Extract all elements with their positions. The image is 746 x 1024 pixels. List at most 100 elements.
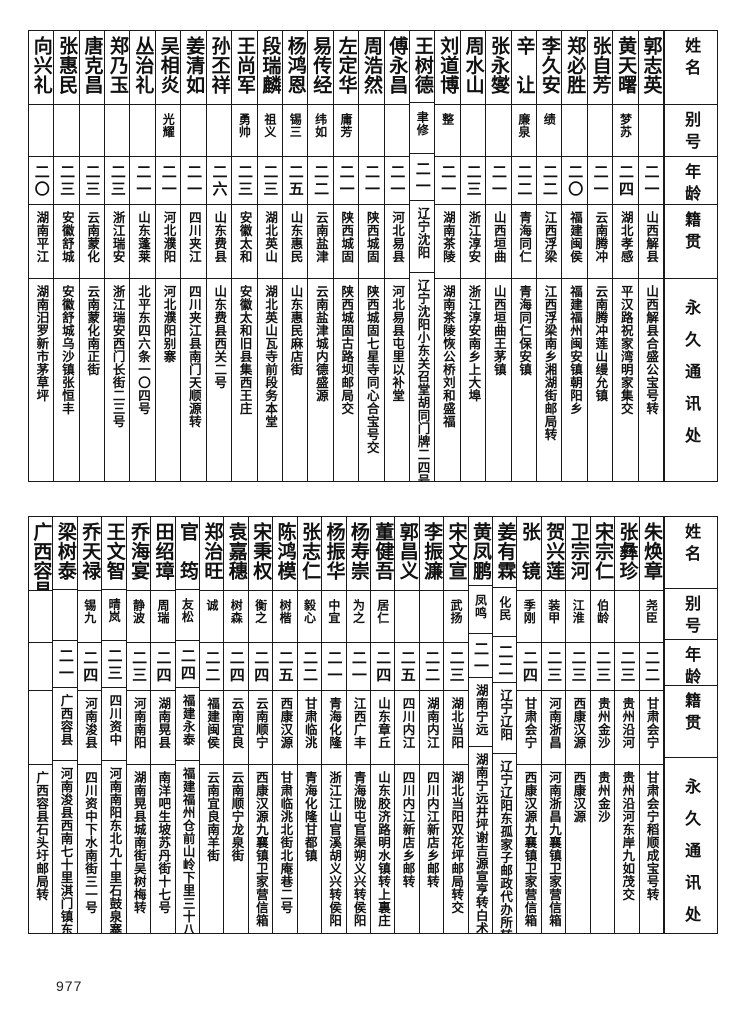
person-alias-cell: 梦苏 bbox=[613, 105, 638, 157]
person-name-cell: 张志仁 bbox=[297, 517, 322, 591]
person-native-place-cell: 西康汉源 bbox=[566, 691, 590, 765]
person-address-cell: 北平东四六条一〇四号 bbox=[130, 279, 154, 481]
person-address-cell: 西康汉源 bbox=[566, 765, 589, 933]
person-alias-cell: 季刚 bbox=[517, 591, 541, 643]
person-age-cell: 二一 bbox=[409, 154, 435, 201]
person-entry-column: 王尚军 勇帅 二三 安徽太和 安徽太和旧县集西王庄 bbox=[231, 31, 257, 481]
person-name-cell: 田绍璋 bbox=[151, 517, 175, 591]
person-address-cell: 甘肃临洮北街北庵巷二号 bbox=[273, 765, 296, 933]
person-native-place-cell: 青海化隆 bbox=[322, 691, 346, 765]
person-native-place: 湖南晃县 bbox=[156, 697, 172, 749]
person-address: 四川夹江县南门天顺源转 bbox=[186, 285, 202, 428]
person-alias: 装甲 bbox=[546, 599, 561, 624]
person-name-cell: 孙丕祥 bbox=[206, 31, 232, 105]
person-native-place-cell bbox=[29, 691, 53, 765]
person-name-cell: 刘道博 bbox=[435, 31, 460, 105]
person-address-cell: 陕西城固古路坝邮局交 bbox=[334, 279, 358, 481]
person-name: 王树德 bbox=[411, 36, 434, 95]
person-native-place-cell: 河南浙昌 bbox=[541, 691, 566, 765]
person-native-place-cell: 西康汉源 bbox=[273, 691, 297, 765]
person-age: 二二 bbox=[540, 164, 559, 198]
person-age: 二六 bbox=[210, 164, 229, 198]
person-age-cell: 二一 bbox=[333, 157, 359, 205]
person-native-place-cell: 河南南阳 bbox=[126, 691, 151, 765]
person-name: 孙丕祥 bbox=[208, 36, 231, 95]
person-name-cell: 张永燮 bbox=[486, 31, 511, 105]
row-header-native-place: 籍贯 bbox=[665, 205, 717, 279]
person-native-place: 山东费县 bbox=[212, 211, 228, 263]
person-alias-cell: 庸芳 bbox=[333, 105, 359, 157]
person-name: 李振濂 bbox=[421, 522, 444, 581]
person-native-place: 河北濮阳 bbox=[161, 211, 177, 263]
person-name: 官 筠 bbox=[176, 522, 199, 581]
person-age: 二一 bbox=[413, 160, 432, 195]
person-age-cell: 二四 bbox=[248, 643, 273, 691]
person-entry-column: 杨寿崇 为之 二一 江西广丰 青海陇屯官渠朔义兴转侯阳 bbox=[345, 517, 370, 933]
person-age: 二〇 bbox=[566, 164, 585, 198]
person-name: 丛治礼 bbox=[132, 36, 155, 95]
person-age-cell: 二三 bbox=[54, 157, 79, 205]
person-age-cell: 二一 bbox=[638, 157, 663, 205]
person-address-cell: 河南南阳东北九十里石鼓泉寨 bbox=[102, 761, 125, 933]
person-name-cell: 乔天禄 bbox=[77, 517, 102, 591]
person-address-cell: 湖南晃县城南街吴树梅转 bbox=[127, 765, 150, 933]
person-age: 二三 bbox=[594, 650, 613, 684]
person-age: 二四 bbox=[252, 650, 271, 684]
person-native-place: 云南蒙化 bbox=[85, 211, 101, 263]
person-address: 陕西城固古路坝邮局交 bbox=[339, 285, 355, 415]
person-age-cell: 二三 bbox=[541, 643, 566, 691]
person-age: 二二 bbox=[301, 650, 320, 684]
person-entry-column: 陈鸿模 树楷 二五 西康汉源 甘肃临洮北街北庵巷二号 bbox=[272, 517, 297, 933]
person-entry-column: 孙丕祥二六山东费县山东费县西关二号 bbox=[205, 31, 232, 481]
person-native-place: 河南浚县 bbox=[82, 697, 98, 749]
person-native-place: 安徽太和 bbox=[237, 211, 253, 263]
person-native-place: 山东惠民 bbox=[288, 211, 304, 263]
person-address: 河北濮阳别寨 bbox=[161, 285, 177, 363]
person-name: 吴相炎 bbox=[157, 36, 180, 95]
person-address-cell: 辽宁沈阳小东关召堂胡同门牌二四号 bbox=[410, 273, 434, 481]
person-age-cell: 二二 bbox=[419, 643, 444, 691]
person-alias-cell: 诚 bbox=[199, 591, 224, 643]
person-alias-cell bbox=[460, 105, 486, 157]
person-address-cell: 西康汉源九襄镇卫家营信箱 bbox=[517, 765, 540, 933]
person-age: 二五 bbox=[276, 650, 295, 684]
person-native-place-cell: 陕西城固 bbox=[333, 205, 359, 279]
person-alias-cell bbox=[130, 105, 155, 157]
person-native-place-cell: 青海同仁 bbox=[511, 205, 536, 279]
person-entry-column: 乔海宴 静波 二三 河南南阳 湖南晃县城南街吴树梅转 bbox=[125, 517, 151, 933]
person-address: 北平东四六条一〇四号 bbox=[136, 285, 152, 415]
person-name-cell: 易传经 bbox=[308, 31, 333, 105]
person-name-cell: 陈鸿模 bbox=[273, 517, 297, 591]
person-address: 山东费县西关二号 bbox=[212, 285, 228, 389]
person-native-place-cell: 甘肃临洮 bbox=[297, 691, 322, 765]
person-age-cell: 二四 bbox=[517, 643, 541, 691]
person-alias: 树森 bbox=[229, 599, 244, 624]
person-name-cell: 丛治礼 bbox=[130, 31, 155, 105]
person-name-cell: 郑必胜 bbox=[562, 31, 587, 105]
person-name: 田绍璋 bbox=[152, 522, 175, 581]
person-name-cell: 姜清如 bbox=[181, 31, 206, 105]
person-native-place-cell: 云南腾冲 bbox=[587, 205, 613, 279]
person-age: 二一 bbox=[490, 164, 508, 198]
person-name: 袁嘉穗 bbox=[225, 522, 248, 581]
person-address-cell: 广西容县石头圩邮局转 bbox=[29, 765, 52, 933]
row-header-alias: 别号 bbox=[665, 105, 717, 157]
person-age-cell: 二三 bbox=[232, 157, 257, 205]
person-native-place-cell: 山西垣曲 bbox=[486, 205, 511, 279]
person-native-place-cell: 福建闽侯 bbox=[199, 691, 224, 765]
person-age-cell: 二四 bbox=[175, 641, 199, 689]
person-name-cell: 杨寿崇 bbox=[346, 517, 370, 591]
person-age: 二四 bbox=[374, 650, 393, 684]
person-name-cell: 李久安 bbox=[536, 31, 562, 105]
person-age: 二四 bbox=[617, 164, 636, 198]
person-age-cell: 二三 bbox=[615, 643, 639, 691]
person-entry-column: 张自芳 二一 云南腾冲 云南腾冲莲山缦允镇 bbox=[586, 31, 613, 481]
person-age: 二一 bbox=[134, 164, 153, 198]
person-name-cell: 董健吾 bbox=[370, 517, 395, 591]
row-header-alias: 别号 bbox=[665, 589, 717, 640]
person-entry-column: 张 镜季刚 二四 甘肃会宁 西康汉源九襄镇卫家营信箱 bbox=[516, 517, 541, 933]
person-entry-column: 朱焕章 尧臣 二二 甘肃会宁 甘肃会宁稻顺成宝号转 bbox=[638, 517, 663, 933]
person-native-place-cell: 安徽太和 bbox=[232, 205, 257, 279]
person-alias-cell bbox=[562, 105, 587, 157]
